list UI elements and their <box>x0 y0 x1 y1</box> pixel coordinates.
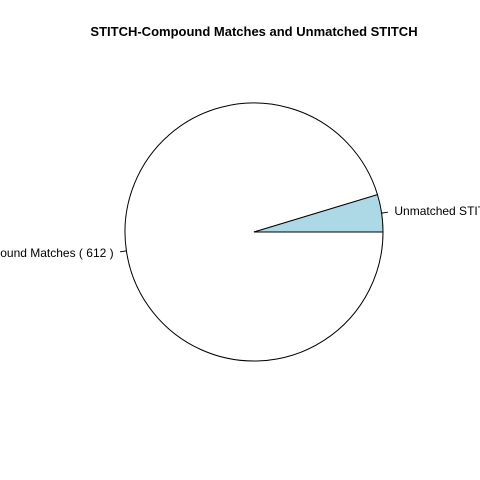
pie-slice-label-0: ound Matches ( 612 ) <box>0 246 113 260</box>
pie-slice-label-1: Unmatched STIT <box>394 204 480 218</box>
pie-slice-1 <box>253 194 384 233</box>
pie-labels: ound Matches ( 612 ) Unmatched STIT <box>0 204 480 260</box>
pie-leader-line-0 <box>119 250 127 253</box>
chart-title: STITCH-Compound Matches and Unmatched ST… <box>90 24 417 39</box>
pie-leader-line-1 <box>381 211 389 214</box>
pie-slices <box>124 102 384 362</box>
